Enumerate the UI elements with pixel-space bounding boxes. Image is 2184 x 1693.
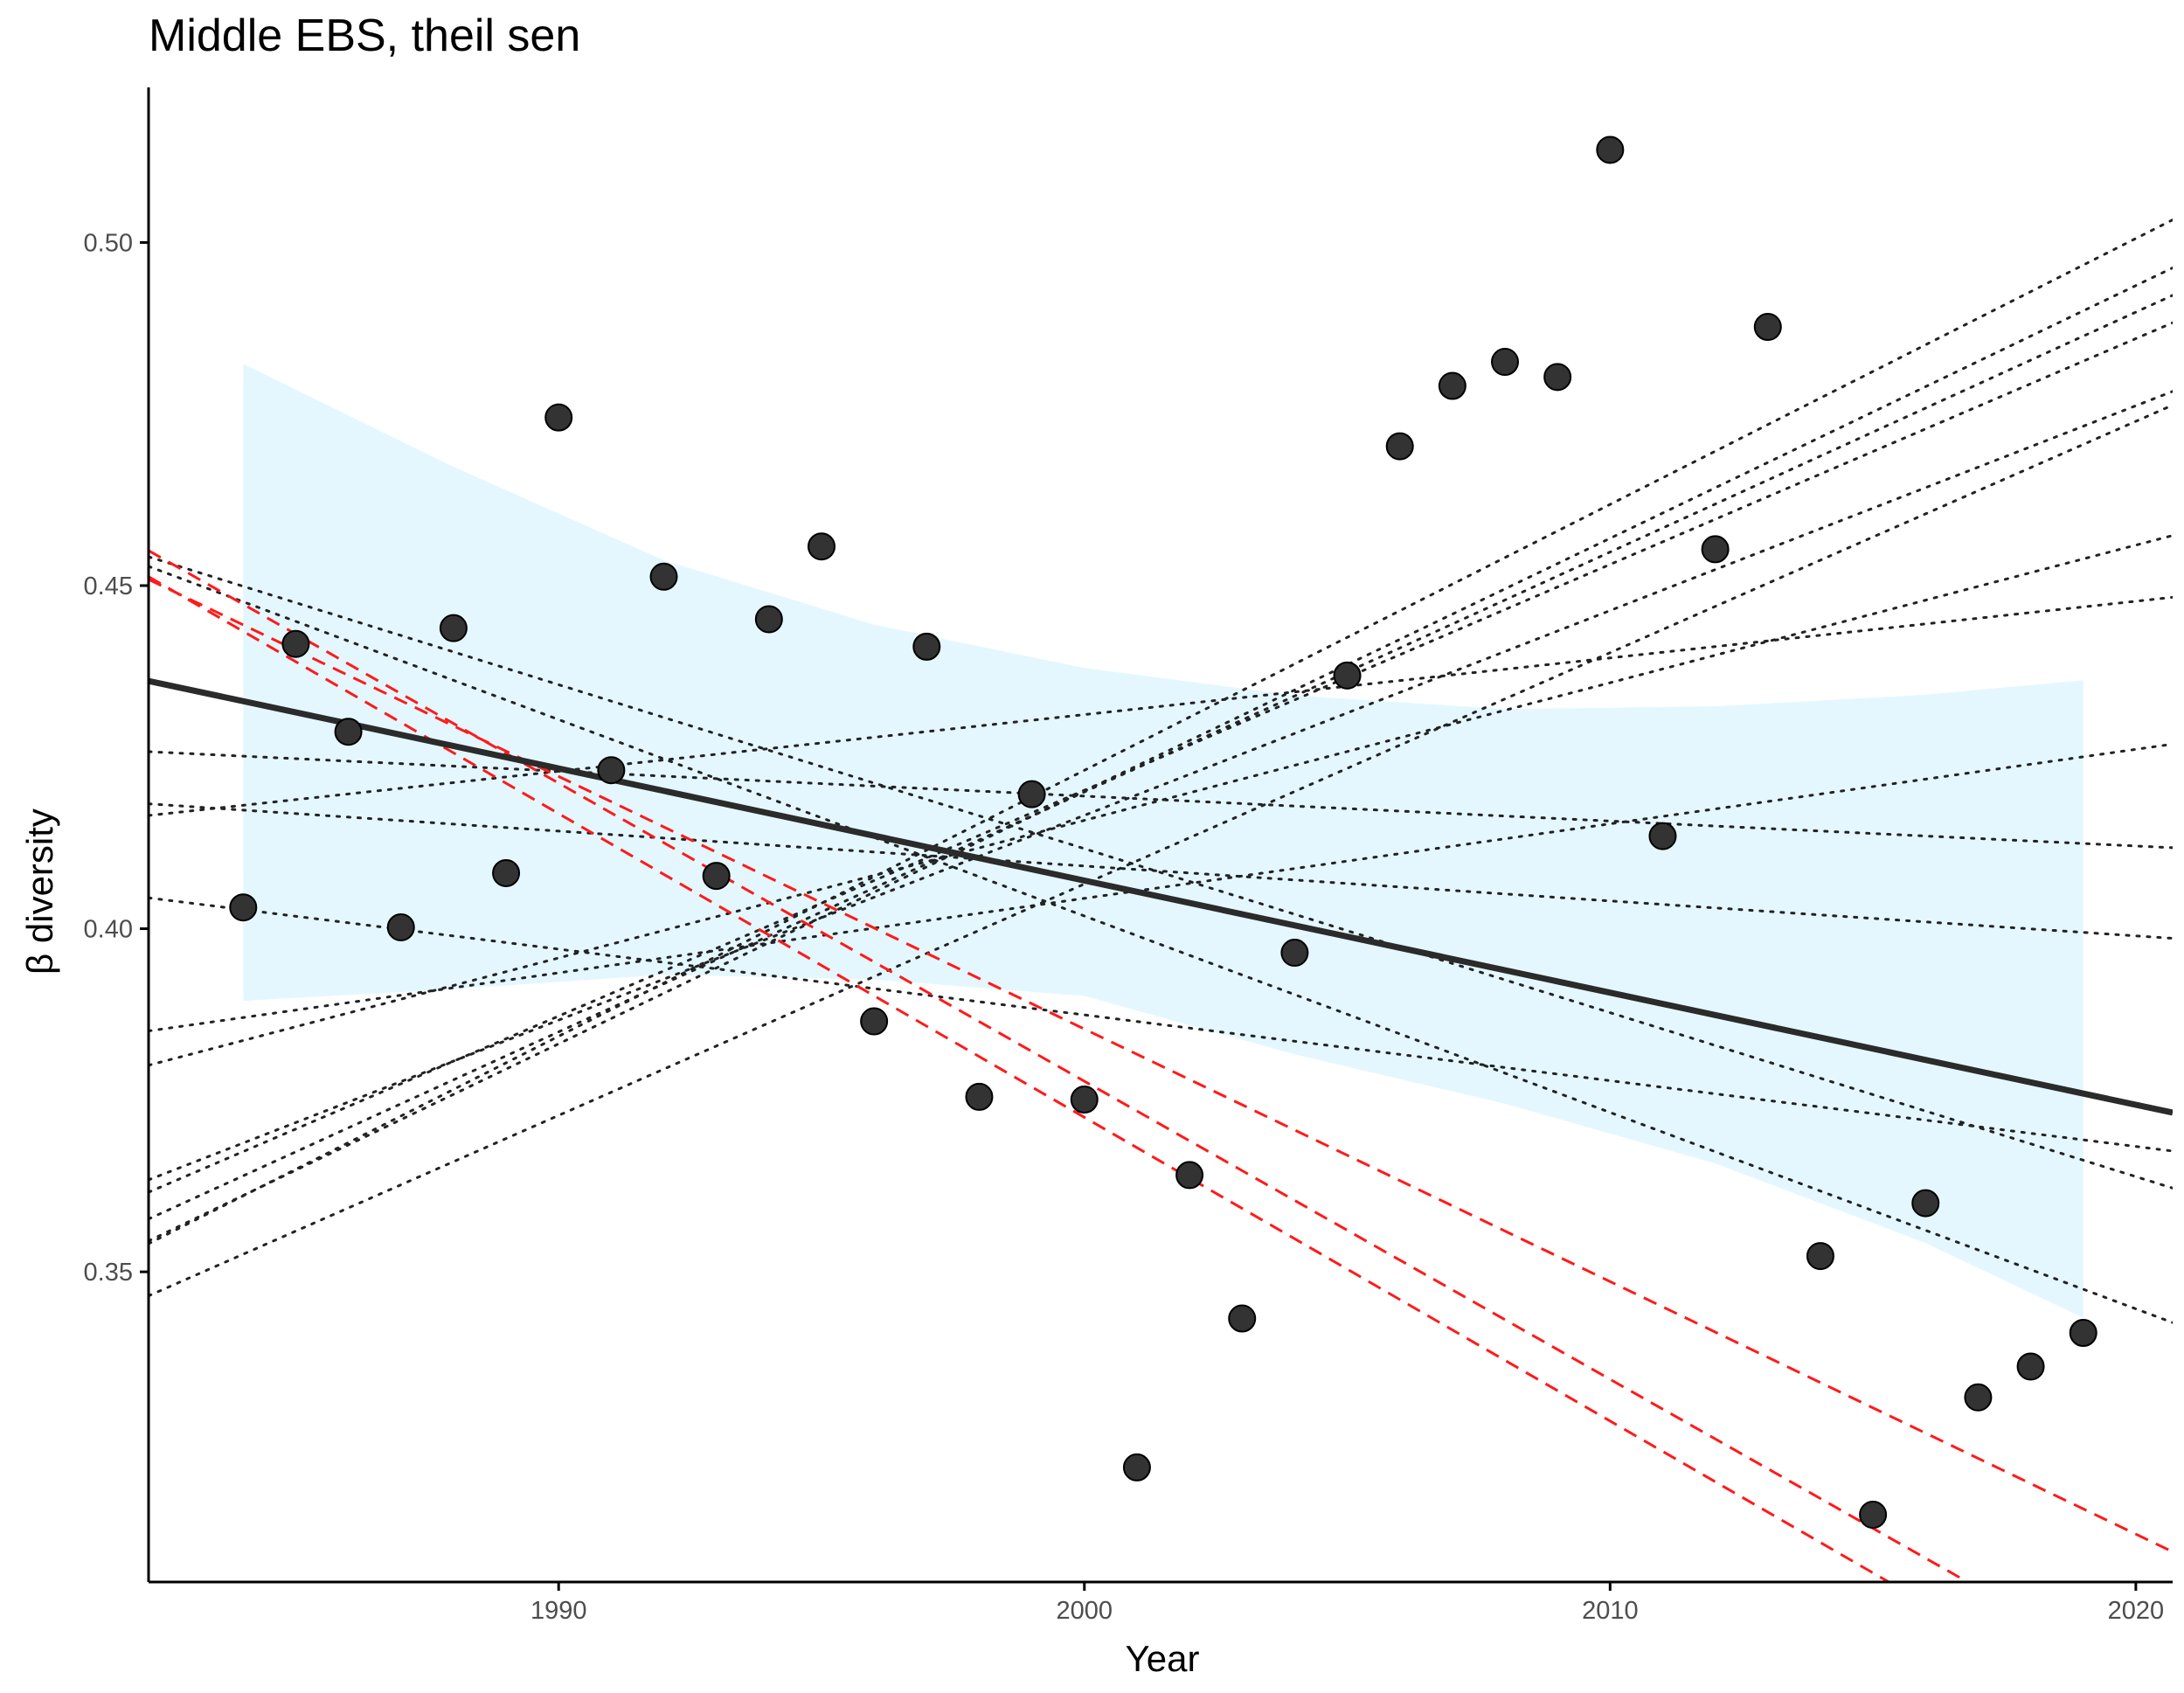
data-point [860, 1007, 889, 1036]
data-point [597, 756, 626, 785]
data-point [1280, 939, 1309, 968]
dotted-line [149, 750, 2173, 850]
y-axis-title: β diversity [19, 808, 60, 975]
data-point [1859, 1501, 1888, 1530]
data-point [334, 718, 363, 746]
data-point [386, 912, 415, 941]
axes: 1990 2000 2010 2020 0.35 0.40 0.45 0.50 [84, 87, 2173, 1625]
y-tick-label: 0.40 [84, 916, 133, 944]
x-tick-label: 2000 [1057, 1597, 1113, 1625]
data-point [1964, 1383, 1993, 1412]
dotted-line [149, 555, 2173, 1190]
x-tick-label: 1990 [530, 1597, 587, 1625]
data-point [702, 862, 731, 891]
dotted-lines-layer [149, 219, 2173, 1324]
dotted-line [149, 896, 2173, 1153]
data-point [1017, 780, 1046, 808]
data-point [1648, 822, 1677, 850]
data-point [1122, 1453, 1151, 1481]
data-point [1543, 363, 1572, 392]
dotted-line [149, 266, 2173, 1243]
data-point [1385, 432, 1414, 461]
dotted-line [149, 802, 2173, 940]
data-point [1175, 1161, 1204, 1190]
data-point [544, 403, 573, 432]
confidence-band [243, 364, 2083, 1318]
x-axis-title: Year [1126, 1638, 1200, 1679]
data-point [1070, 1086, 1099, 1114]
data-point [1701, 535, 1730, 564]
data-point [1491, 348, 1520, 377]
plot-area [149, 135, 2173, 1582]
data-point [965, 1082, 994, 1111]
dashed-line [149, 575, 1889, 1582]
x-tick-label: 2010 [1582, 1597, 1639, 1625]
data-point [1596, 135, 1625, 164]
data-point [2016, 1352, 2045, 1381]
data-point [1438, 371, 1466, 400]
dotted-line [149, 219, 2173, 1245]
dashed-lines-layer [149, 549, 2173, 1582]
data-point [1333, 661, 1362, 690]
data-point [2069, 1319, 2097, 1347]
dotted-line [149, 321, 2173, 1194]
data-point [1911, 1189, 1940, 1218]
dashed-line [149, 549, 1969, 1582]
x-tick-label: 2020 [2108, 1597, 2165, 1625]
dotted-line [149, 534, 2173, 1067]
points-layer [229, 135, 2097, 1530]
data-point [439, 614, 468, 642]
y-tick-label: 0.45 [84, 572, 133, 600]
data-point [1806, 1242, 1834, 1271]
data-point [229, 893, 258, 922]
data-point [1753, 313, 1782, 342]
dashed-line [149, 578, 2173, 1553]
chart-title: Middle EBS, theil sen [149, 10, 580, 61]
data-point [281, 629, 310, 658]
dotted-line [149, 404, 2173, 1298]
y-tick-label: 0.35 [84, 1259, 133, 1287]
confidence-band-layer [243, 364, 2083, 1318]
data-point [649, 562, 678, 591]
data-point [912, 632, 941, 661]
data-point [807, 532, 835, 561]
data-point [492, 858, 521, 887]
dotted-line [149, 595, 2173, 817]
fit-line [149, 677, 2173, 1116]
y-tick-label: 0.50 [84, 229, 133, 257]
data-point [1228, 1304, 1257, 1333]
data-point [754, 605, 783, 634]
dotted-line [149, 565, 2173, 1324]
fit-line-layer [149, 677, 2173, 1116]
